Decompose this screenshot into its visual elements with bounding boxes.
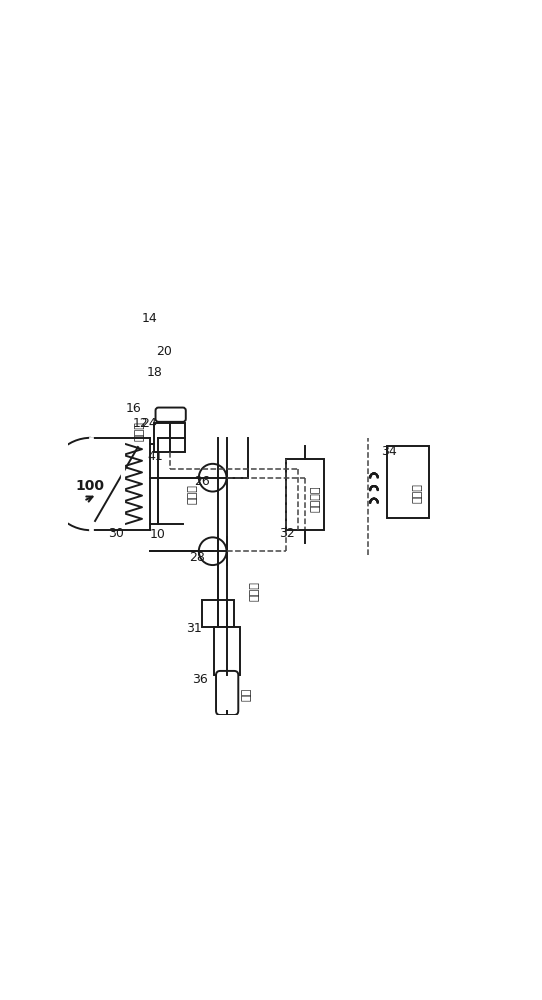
Text: 过滤器: 过滤器: [135, 422, 145, 441]
Text: 31: 31: [186, 622, 202, 635]
FancyBboxPatch shape: [216, 671, 238, 715]
Text: 电子设备: 电子设备: [310, 485, 320, 512]
Bar: [202, 600, 234, 627]
Text: 26: 26: [194, 475, 210, 488]
Circle shape: [199, 464, 227, 492]
Text: 10: 10: [150, 528, 166, 541]
Text: 100: 100: [75, 479, 104, 493]
Text: 14: 14: [141, 312, 157, 325]
Text: 12: 12: [133, 417, 149, 430]
Text: 导管: 导管: [241, 687, 251, 701]
Text: 18: 18: [147, 366, 163, 379]
Text: 36: 36: [192, 673, 208, 686]
Text: 28: 28: [190, 551, 205, 564]
Text: 34: 34: [380, 445, 396, 458]
Text: 32: 32: [279, 527, 294, 540]
Text: 24: 24: [141, 417, 157, 430]
Bar: [387, 446, 429, 518]
Bar: [170, 423, 185, 452]
FancyBboxPatch shape: [156, 408, 186, 422]
Text: 16: 16: [126, 402, 141, 415]
Text: 入口阀: 入口阀: [188, 485, 197, 504]
Text: 30: 30: [108, 527, 124, 540]
Text: 出口阀: 出口阀: [249, 581, 259, 601]
Bar: [214, 627, 241, 675]
Text: 编程器: 编程器: [412, 483, 422, 503]
Text: 41: 41: [147, 450, 163, 463]
Bar: [286, 459, 324, 530]
Text: 20: 20: [156, 345, 172, 358]
Circle shape: [199, 537, 227, 565]
Bar: [154, 423, 170, 452]
